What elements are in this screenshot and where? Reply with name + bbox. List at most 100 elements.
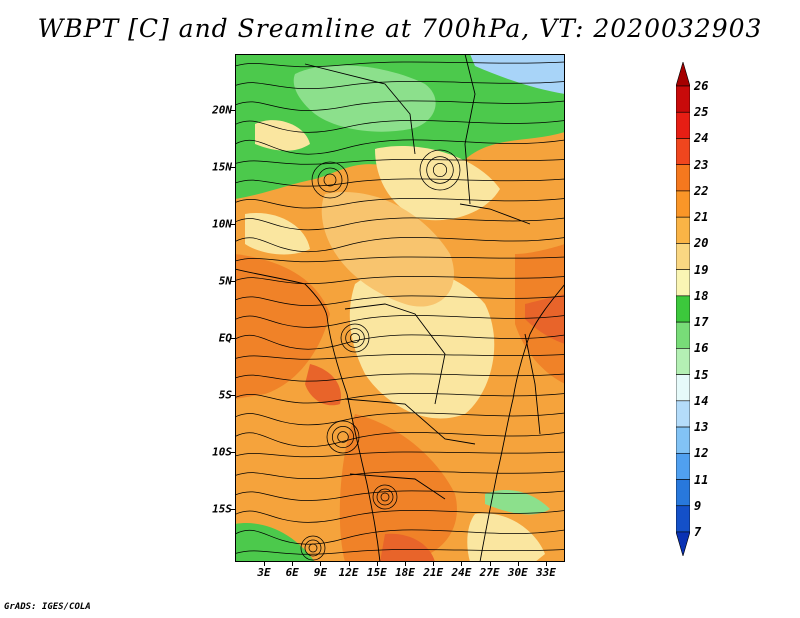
colorbar-segment bbox=[676, 111, 690, 139]
streamline-eddy bbox=[426, 156, 454, 184]
streamline bbox=[235, 490, 565, 501]
streamline bbox=[235, 431, 565, 448]
colorbar-segment bbox=[676, 85, 690, 113]
streamline-eddy bbox=[340, 323, 370, 353]
streamline-eddy bbox=[331, 425, 355, 449]
streamline-eddy bbox=[311, 161, 349, 199]
footer-credit: GrADS: IGES/COLA bbox=[4, 602, 91, 612]
colorbar-label: 15 bbox=[694, 367, 709, 382]
wbpt-fill-19 bbox=[245, 213, 310, 255]
colorbar-label: 21 bbox=[694, 210, 709, 225]
colorbar-segment bbox=[676, 321, 690, 349]
streamline-eddy bbox=[345, 328, 365, 348]
longitude-label: 12E bbox=[338, 566, 359, 579]
streamline bbox=[235, 236, 565, 253]
wbpt-fill-23 bbox=[380, 533, 435, 562]
colorbar-segment bbox=[676, 164, 690, 192]
colorbar-segment bbox=[676, 138, 690, 166]
colorbar-label: 17 bbox=[694, 315, 709, 330]
latitude-tick bbox=[231, 395, 235, 396]
colorbar-label: 9 bbox=[694, 498, 702, 513]
streamline bbox=[235, 217, 565, 231]
latitude-label: 20N bbox=[212, 103, 232, 117]
longitude-label: 15E bbox=[366, 566, 387, 579]
latitude-tick bbox=[231, 281, 235, 282]
streamline-eddy bbox=[300, 535, 326, 561]
colorbar-segment bbox=[676, 269, 690, 297]
colorbar-segment bbox=[676, 295, 690, 323]
colorbar-segment bbox=[676, 348, 690, 375]
streamline bbox=[235, 119, 565, 133]
longitude-tick bbox=[546, 562, 547, 566]
wbpt-fill-17 bbox=[485, 489, 550, 515]
longitude-tick bbox=[264, 562, 265, 566]
streamline bbox=[235, 373, 565, 382]
wbpt-fill-22 bbox=[235, 254, 330, 399]
streamline bbox=[235, 295, 565, 306]
latitude-label: 5N bbox=[218, 274, 232, 288]
colorbar-segment bbox=[676, 531, 690, 556]
streamline-eddy bbox=[380, 492, 390, 502]
streamline bbox=[235, 81, 565, 89]
colorbar-label: 12 bbox=[694, 446, 709, 461]
colorbar-segment bbox=[676, 452, 690, 480]
coastlines-borders bbox=[235, 54, 565, 562]
streamline-eddy bbox=[372, 484, 398, 510]
colorbar-label: 20 bbox=[694, 236, 709, 251]
streamline-eddy bbox=[349, 332, 361, 344]
colorbar-label: 14 bbox=[694, 393, 709, 408]
latitude-tick bbox=[231, 509, 235, 510]
longitude-label: 9E bbox=[313, 566, 328, 579]
streamline bbox=[235, 139, 565, 155]
colorbar-segment bbox=[676, 243, 690, 270]
streamline bbox=[235, 509, 565, 523]
latitude-label: EQ bbox=[218, 331, 232, 345]
latitude-tick bbox=[231, 224, 235, 225]
latitude-label: 15N bbox=[212, 160, 232, 174]
colorbar-label: 25 bbox=[694, 105, 709, 120]
colorbar-label: 7 bbox=[694, 525, 702, 539]
colorbar-segment bbox=[676, 190, 690, 218]
streamline-eddy bbox=[323, 173, 337, 187]
streamline bbox=[235, 276, 565, 284]
wbpt-fill-19 bbox=[255, 120, 310, 151]
streamline-eddy bbox=[419, 149, 461, 191]
streamline-eddy bbox=[317, 167, 343, 193]
longitude-tick bbox=[320, 562, 322, 566]
streamline bbox=[235, 314, 565, 328]
longitude-label: 3E bbox=[257, 566, 271, 579]
latitude-label: 15S bbox=[212, 502, 232, 516]
colorbar-segment bbox=[676, 62, 690, 87]
latitude-label: 10N bbox=[212, 217, 232, 231]
streamline bbox=[235, 198, 565, 209]
wbpt-fill-20 bbox=[321, 192, 454, 307]
wbpt-fill-23 bbox=[305, 364, 341, 406]
streamline bbox=[235, 61, 565, 68]
latitude-tick bbox=[231, 110, 235, 111]
longitude-tick bbox=[348, 562, 350, 566]
latitude-tick bbox=[231, 167, 235, 168]
wbpt-fill-23 bbox=[525, 294, 565, 344]
streamline-eddy bbox=[376, 488, 394, 506]
longitude-label: 30E bbox=[507, 566, 528, 579]
latitude-tick bbox=[231, 452, 235, 453]
longitude-label: 27E bbox=[479, 566, 500, 579]
streamline bbox=[235, 354, 565, 360]
longitude-tick bbox=[489, 562, 491, 566]
wbpt-fill-14 bbox=[470, 54, 565, 94]
longitude-label: 18E bbox=[395, 566, 415, 579]
colorbar-label: 22 bbox=[694, 183, 709, 198]
streamline-eddy bbox=[337, 431, 349, 443]
streamline bbox=[235, 451, 565, 458]
streamline-eddy bbox=[304, 539, 322, 557]
streamline bbox=[235, 178, 565, 187]
longitude-label: 6E bbox=[285, 566, 299, 579]
longitude-label: 33E bbox=[536, 566, 556, 579]
wbpt-fill-19 bbox=[349, 267, 495, 419]
colorbar-label: 24 bbox=[694, 131, 709, 146]
longitude-label: 24E bbox=[451, 566, 472, 579]
longitude-tick bbox=[461, 562, 463, 566]
latitude-tick bbox=[231, 338, 235, 339]
colorbar-segment bbox=[676, 479, 690, 507]
wbpt-fill-17 bbox=[235, 523, 315, 562]
